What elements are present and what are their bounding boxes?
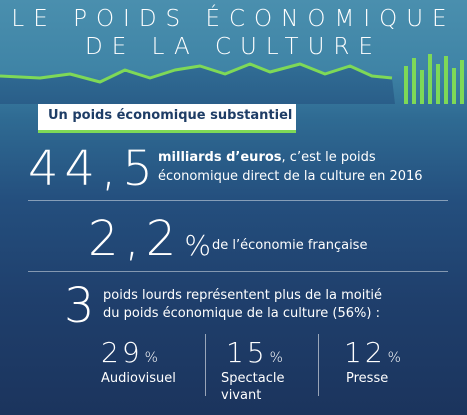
sector-value-presse: 12% [344,336,401,369]
sector-label: Audiovisuel [101,371,176,386]
divider [28,271,448,272]
sector-label: Spectacle [221,371,285,386]
stat-value-percent: 2,2% [88,211,211,267]
divider [28,200,448,201]
sector-label: Presse [346,371,389,386]
stat-value-count: 3 [64,278,101,334]
stat3-text-line2: du poids économique de la culture (56%) … [103,306,380,321]
vertical-divider [318,334,319,396]
stat2-number: 2,2 [88,211,183,267]
sector-number: 12 [344,336,386,369]
stat1-text-line1: milliards d’euros, c’est le poids [158,149,376,167]
sector-unit: % [144,350,158,366]
stat1-bold: milliards d’euros [158,150,282,165]
sector-label-presse: Presse [346,370,388,387]
sector-unit: % [269,350,283,366]
skyline-decoration [0,54,464,104]
sector-label-spectacle: Spectacle vivant [221,370,284,404]
stat3-text-line1: poids lourds représentent plus de la moi… [103,288,383,303]
stat1-rest: , c’est le poids [281,150,376,165]
sector-value-audiovisuel: 29% [101,336,158,369]
sector-label-audiovisuel: Audiovisuel [101,370,176,387]
sector-label-line2: vivant [221,388,262,403]
stat2-text: de l’économie française [212,238,368,253]
stat1-text-line2: économique direct de la culture en 2016 [158,169,423,184]
title-line-1: LE POIDS ÉCONOMIQUE [11,6,456,32]
subtitle: Un poids économique substantiel [48,108,293,123]
bar-decoration [404,54,464,104]
title-line-2: DE LA CULTURE [85,34,382,60]
sector-number: 29 [101,336,143,369]
sector-value-spectacle: 15% [226,336,283,369]
sector-number: 15 [226,336,268,369]
stat-value-billions: 44,5 [28,141,159,197]
stat2-unit: % [184,229,211,262]
vertical-divider [205,334,206,396]
subtitle-banner: Un poids économique substantiel [38,104,296,133]
sector-unit: % [387,350,401,366]
